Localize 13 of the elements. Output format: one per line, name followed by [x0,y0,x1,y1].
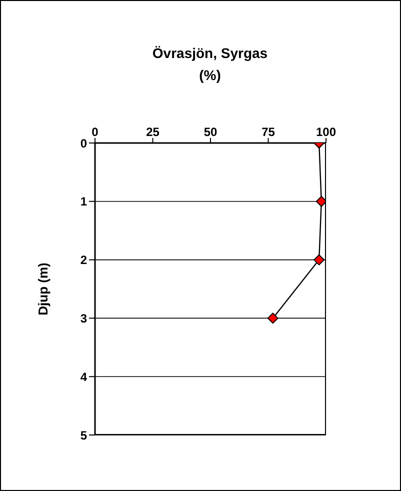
x-tick-label: 0 [92,125,99,139]
chart-title: Övrasjön, Syrgas (%) [151,44,269,85]
y-tick-label: 4 [80,370,88,384]
y-tick-label: 1 [80,194,88,209]
x-tick-label: 25 [146,125,160,139]
y-axis-title: Djup (m) [36,262,51,316]
y-tick-label: 3 [80,311,88,326]
x-tick-label: 75 [262,125,276,139]
y-tick-label: 0 [80,136,88,150]
x-tick-label: 50 [204,125,218,139]
y-tick-label: 5 [80,428,88,442]
y-tick-label: 2 [80,253,88,268]
x-tick-label: 100 [316,125,336,139]
